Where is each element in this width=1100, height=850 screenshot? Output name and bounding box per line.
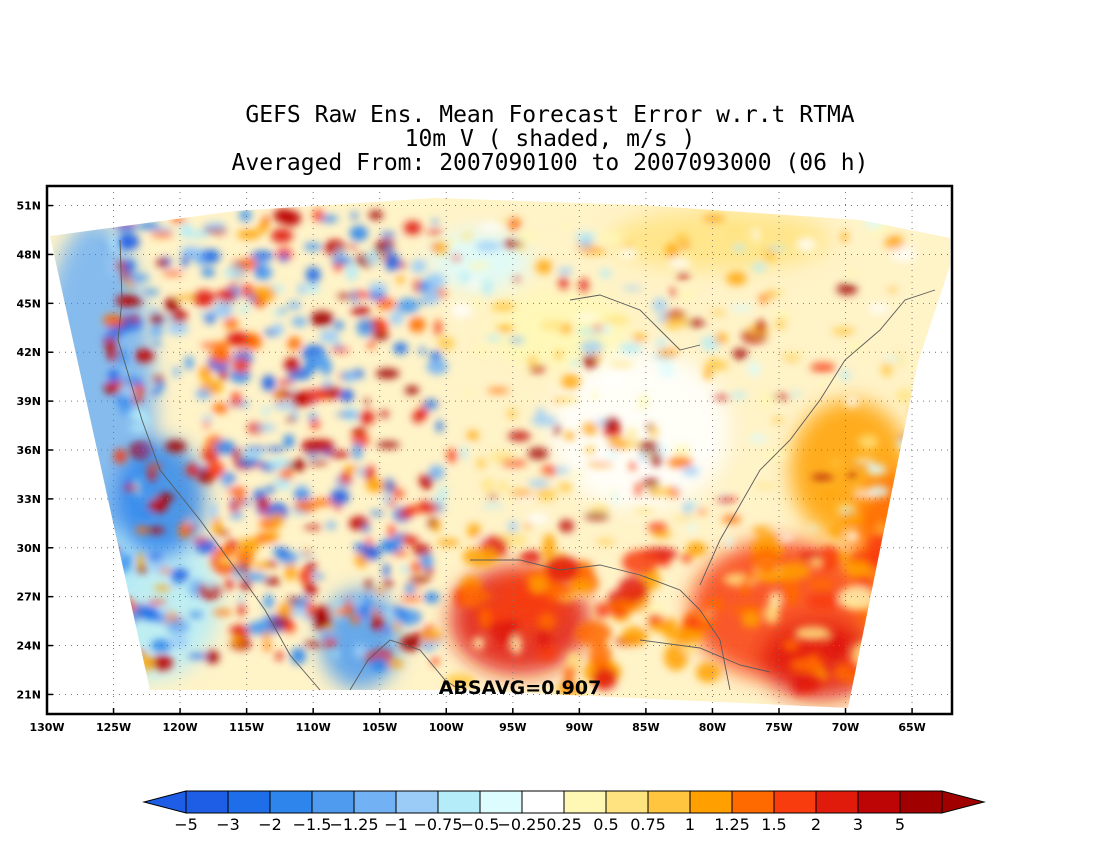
- lat-tick-label: 24N: [16, 640, 41, 653]
- colorbar-swatch: [479, 790, 523, 814]
- colorbar-swatch: [605, 790, 649, 814]
- lon-tick-label: 65W: [898, 721, 925, 734]
- title-line-1: GEFS Raw Ens. Mean Forecast Error w.r.t …: [245, 102, 855, 128]
- colorbar-label: −5: [174, 815, 198, 834]
- colorbar-label: −0.75: [413, 815, 462, 834]
- colorbar-label: −1: [384, 815, 408, 834]
- latitude-tick-labels: 51N 48N 45N 42N 39N 36N 33N 30N 27N 24N 21N: [16, 200, 53, 701]
- colorbar-swatch: [815, 790, 859, 814]
- lat-tick-label: 45N: [16, 297, 41, 310]
- lon-tick-label: 130W: [29, 721, 64, 734]
- lat-tick-label: 39N: [16, 395, 41, 408]
- lat-tick-label: 30N: [16, 542, 41, 555]
- lat-tick-label: 27N: [16, 591, 41, 604]
- colorbar-swatch: [773, 790, 817, 814]
- colorbar: −5 −3 −2 −1.5−1.25 −1 −0.75−0.5−0.25 0.25 0.5 0.…: [142, 790, 986, 834]
- lat-tick-label: 33N: [16, 493, 41, 506]
- lon-tick-label: 115W: [229, 721, 264, 734]
- absavg-annotation: ABSAVG=0.907: [439, 677, 602, 699]
- longitude-tick-labels: 130W 125W 120W 115W 110W 105W 100W 95W 90W 85W 80W…: [29, 708, 926, 734]
- lat-tick-label: 51N: [16, 200, 41, 213]
- lon-tick-label: 90W: [566, 721, 593, 734]
- colorbar-swatch: [437, 790, 481, 814]
- lat-tick-label: 48N: [16, 248, 41, 261]
- lat-tick-label: 36N: [16, 444, 41, 457]
- coastlines: [117, 239, 936, 691]
- colorbar-swatch: [731, 790, 775, 814]
- colorbar-label: −0.5: [461, 815, 500, 834]
- lon-tick-label: 75W: [765, 721, 792, 734]
- colorbar-label: 5: [895, 815, 905, 834]
- colorbar-swatch: [227, 790, 271, 814]
- lon-tick-label: 100W: [429, 721, 464, 734]
- colorbar-swatch: [689, 790, 733, 814]
- colorbar-swatch: [185, 790, 229, 814]
- lat-tick-label: 42N: [16, 346, 41, 359]
- colorbar-swatch: [857, 790, 901, 814]
- colorbar-label: 3: [853, 815, 863, 834]
- colorbar-label: −1.5: [293, 815, 332, 834]
- colorbar-label: 0.75: [630, 815, 666, 834]
- lon-tick-label: 80W: [699, 721, 726, 734]
- colorbar-swatch: [521, 790, 565, 814]
- colorbar-label: 0.25: [546, 815, 582, 834]
- colorbar-label: 1.5: [761, 815, 786, 834]
- lon-tick-label: 105W: [362, 721, 397, 734]
- lon-tick-label: 125W: [96, 721, 131, 734]
- colorbar-under-triangle: [142, 790, 187, 814]
- colorbar-label: −0.25: [497, 815, 546, 834]
- colorbar-swatch: [269, 790, 313, 814]
- colorbar-label: −3: [216, 815, 240, 834]
- colorbar-swatch: [395, 790, 439, 814]
- colorbar-label: −2: [258, 815, 282, 834]
- colorbar-label: −1.25: [329, 815, 378, 834]
- lat-tick-label: 21N: [16, 688, 41, 701]
- title-line-2: 10m V ( shaded, m/s ): [404, 126, 696, 152]
- colorbar-swatch: [311, 790, 355, 814]
- colorbar-label: 1: [685, 815, 695, 834]
- colorbar-swatch: [353, 790, 397, 814]
- colorbar-label: 1.25: [714, 815, 750, 834]
- map-gridlines: [47, 186, 952, 714]
- colorbar-swatch: [563, 790, 607, 814]
- forecast-error-field: [50, 198, 950, 708]
- colorbar-label: 2: [811, 815, 821, 834]
- lon-tick-label: 95W: [499, 721, 526, 734]
- lon-tick-label: 70W: [832, 721, 859, 734]
- colorbar-swatch: [647, 790, 691, 814]
- colorbar-over-triangle: [941, 790, 986, 814]
- lon-tick-label: 110W: [296, 721, 331, 734]
- colorbar-label: 0.5: [593, 815, 618, 834]
- lon-tick-label: 120W: [163, 721, 198, 734]
- colorbar-swatch: [899, 790, 943, 814]
- title-line-3: Averaged From: 2007090100 to 2007093000 …: [231, 150, 869, 176]
- lon-tick-label: 85W: [632, 721, 659, 734]
